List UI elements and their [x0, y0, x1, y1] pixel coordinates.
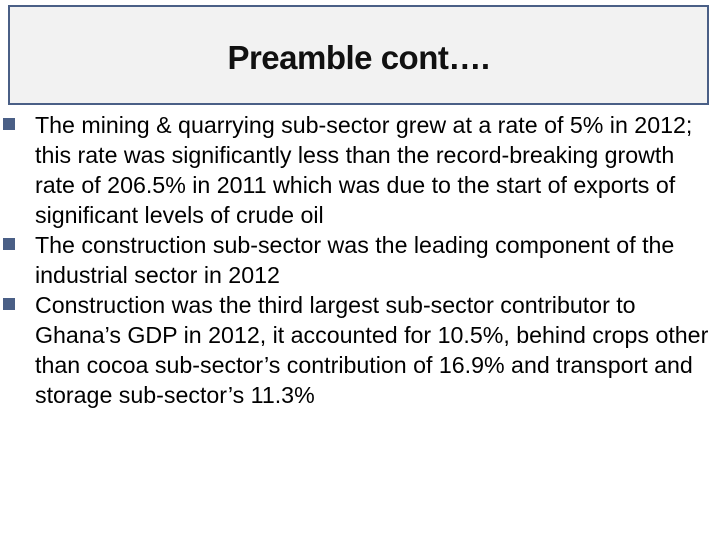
bullet-item-gdp: Construction was the third largest sub-s… — [0, 290, 720, 410]
bullet-text-mining: The mining & quarrying sub-sector grew a… — [35, 112, 693, 228]
square-bullet-icon — [3, 238, 15, 250]
bullet-item-construction: The construction sub-sector was the lead… — [0, 230, 720, 290]
bullet-text-construction: The construction sub-sector was the lead… — [35, 232, 675, 288]
bullet-list: The mining & quarrying sub-sector grew a… — [0, 110, 720, 410]
bullet-text-gdp: Construction was the third largest sub-s… — [35, 292, 709, 408]
square-bullet-icon — [3, 298, 15, 310]
square-bullet-icon — [3, 118, 15, 130]
title-box: Preamble cont…. — [8, 5, 709, 105]
slide-title: Preamble cont…. — [227, 39, 490, 76]
bullet-item-mining: The mining & quarrying sub-sector grew a… — [0, 110, 720, 230]
